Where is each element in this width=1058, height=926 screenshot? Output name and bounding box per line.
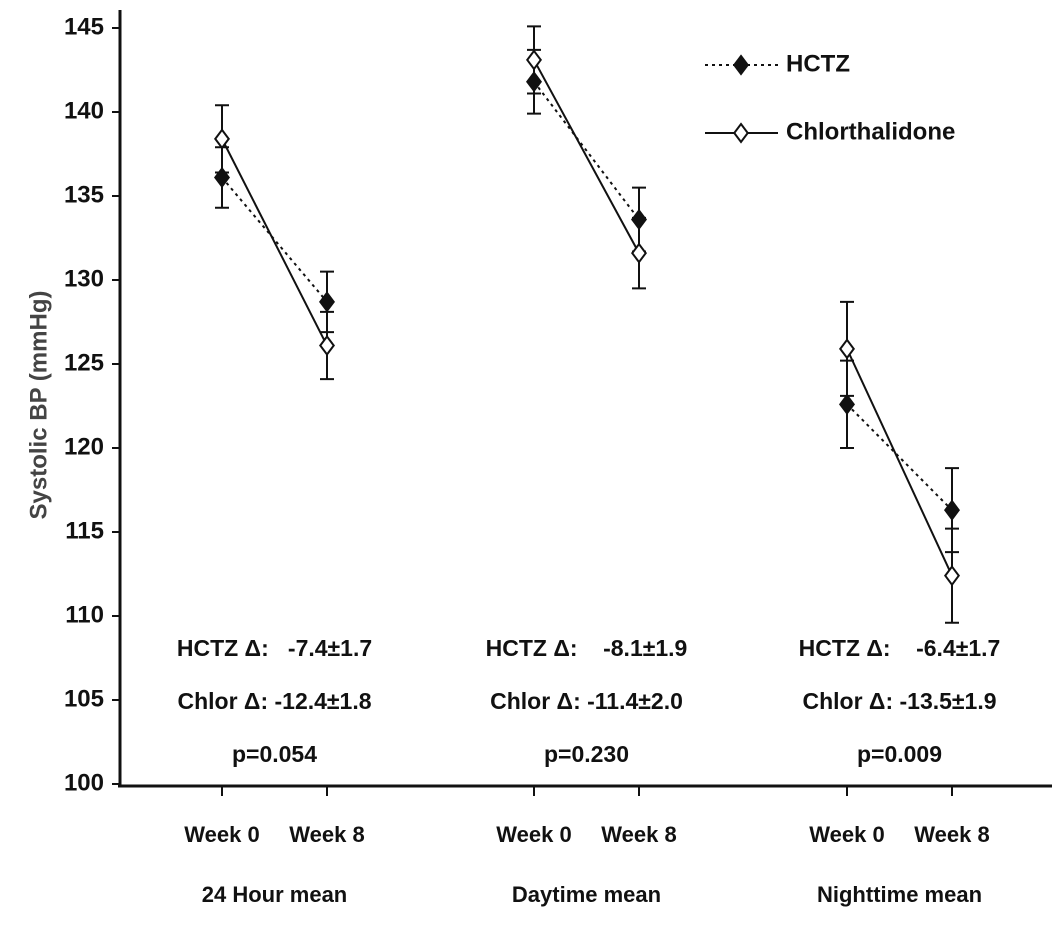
annotation: HCTZ Δ: -7.4±1.7 <box>177 635 372 661</box>
x-tick-label: Week 8 <box>601 822 676 847</box>
annotation: Chlor Δ: -11.4±2.0 <box>490 688 683 714</box>
legend-marker <box>733 54 749 76</box>
y-tick-label: 125 <box>64 349 104 376</box>
group-label: Daytime mean <box>512 882 661 907</box>
point <box>631 208 647 231</box>
y-tick-label: 115 <box>65 517 104 544</box>
group-label: Nighttime mean <box>817 882 982 907</box>
x-tick-label: Week 8 <box>289 822 364 847</box>
x-tick-label: Week 8 <box>914 822 989 847</box>
series-line <box>533 59 640 254</box>
x-tick-label: Week 0 <box>184 822 259 847</box>
point <box>214 166 230 189</box>
point <box>526 49 542 71</box>
x-tick-label: Week 0 <box>496 822 571 847</box>
annotation: Chlor Δ: -13.5±1.9 <box>802 688 996 714</box>
annotation: HCTZ Δ: -8.1±1.9 <box>486 635 688 661</box>
annotation: p=0.230 <box>544 741 629 767</box>
legend-label: Chlorthalidone <box>786 118 955 145</box>
point <box>214 128 230 150</box>
annotation: Chlor Δ: -12.4±1.8 <box>177 688 371 714</box>
y-tick-label: 145 <box>64 13 104 40</box>
series-line <box>846 348 953 577</box>
y-tick-label: 110 <box>65 601 104 628</box>
y-tick-label: 120 <box>64 433 104 460</box>
y-axis-title: Systolic BP (mmHg) <box>25 291 52 520</box>
y-tick-label: 100 <box>64 769 104 796</box>
annotation: p=0.009 <box>857 741 942 767</box>
series-line <box>533 81 640 221</box>
legend-label: HCTZ <box>786 50 850 77</box>
series-line <box>846 403 953 511</box>
annotation: p=0.054 <box>232 741 317 767</box>
x-tick-label: Week 0 <box>809 822 884 847</box>
point <box>839 338 855 360</box>
y-tick-label: 105 <box>64 685 104 712</box>
series-line <box>221 176 328 303</box>
y-tick-label: 135 <box>64 181 104 208</box>
series-line <box>221 138 328 346</box>
point <box>944 565 960 587</box>
point <box>526 71 542 93</box>
annotation: HCTZ Δ: -6.4±1.7 <box>799 635 1001 661</box>
y-tick-label: 130 <box>64 265 104 292</box>
point <box>839 393 855 415</box>
group-label: 24 Hour mean <box>202 882 348 907</box>
point <box>944 499 960 521</box>
y-tick-label: 140 <box>64 97 104 124</box>
point <box>319 334 335 357</box>
point <box>319 291 335 313</box>
legend-marker <box>733 122 749 144</box>
point <box>631 242 647 264</box>
